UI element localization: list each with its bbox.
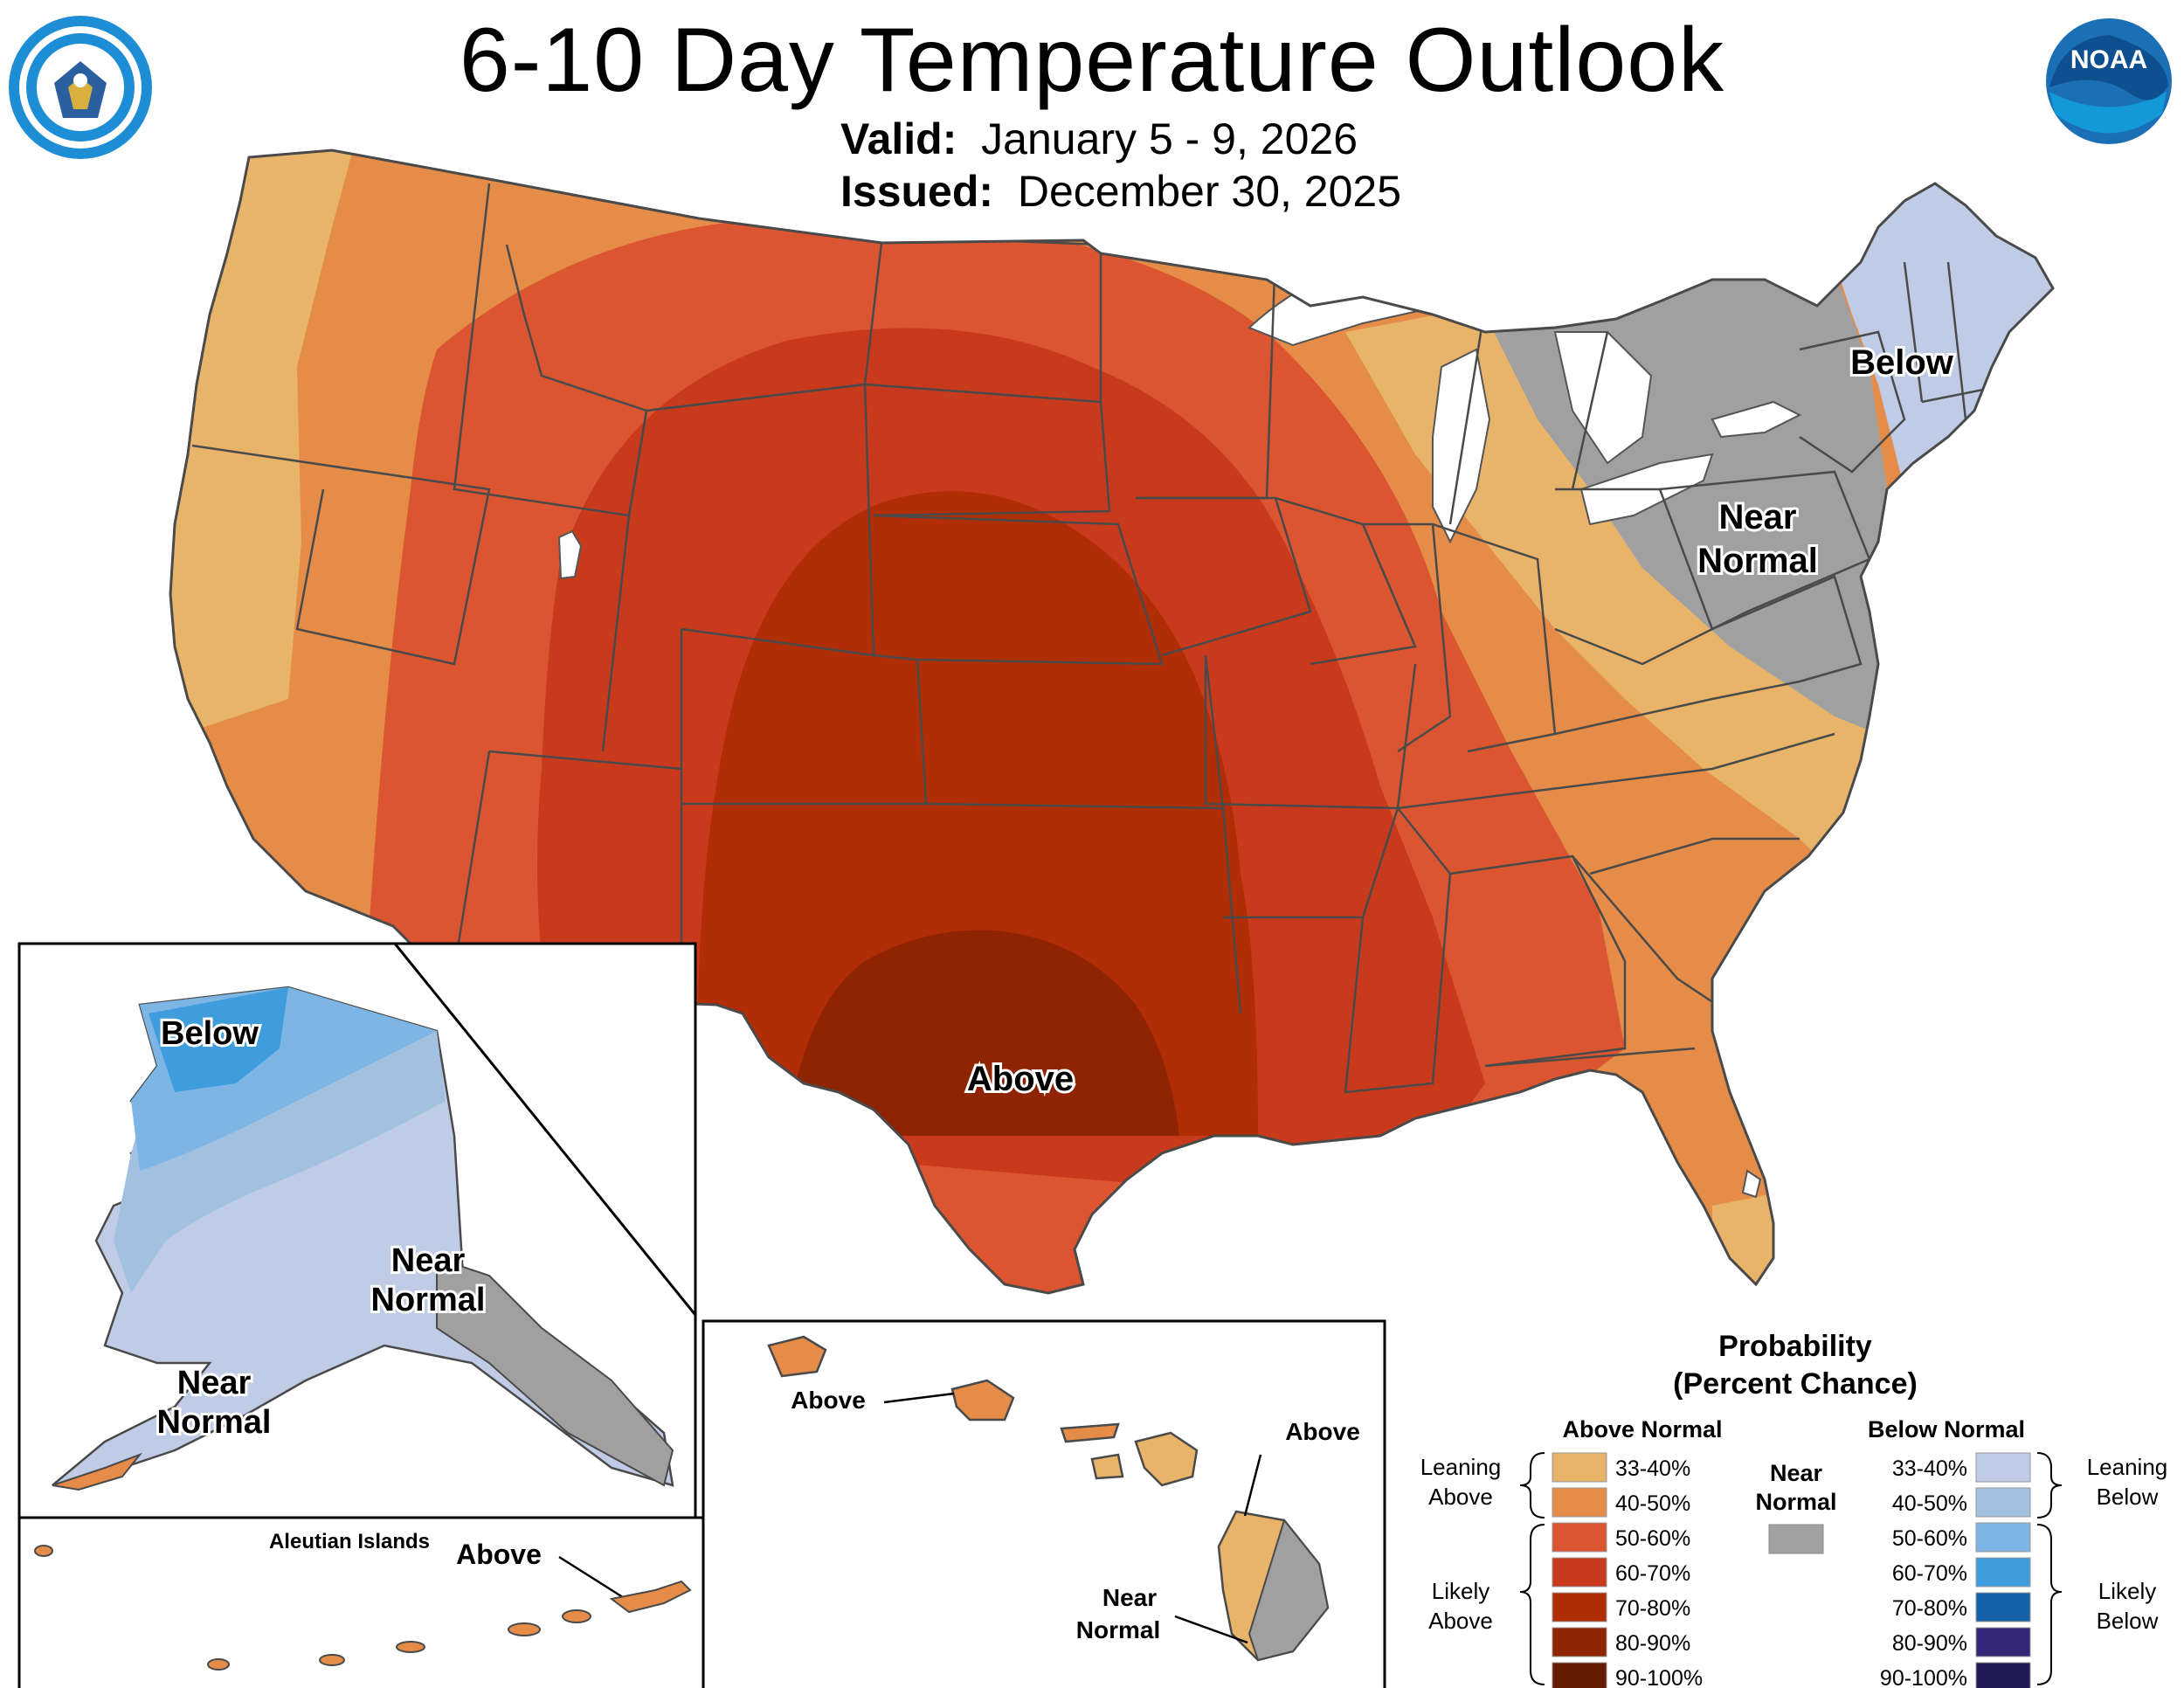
hawaii-above-west-leader (883, 1392, 955, 1404)
legend-above-swatch (1552, 1522, 1607, 1553)
legend-below-swatch-label: 70-80% (1892, 1596, 1967, 1621)
legend-below-swatch-label: 90-100% (1880, 1666, 1967, 1688)
great-salt-lake (557, 529, 583, 580)
legend-above-swatch (1552, 1662, 1607, 1688)
legend-below-swatch-label: 60-70% (1892, 1561, 1967, 1586)
issued-label: Issued: (840, 167, 994, 216)
legend-likely-above-2: Above (1428, 1608, 1493, 1634)
kauai-island (767, 1335, 827, 1378)
issued-value: December 30, 2025 (1017, 167, 1402, 216)
conus-below-label: Below (1850, 343, 1954, 382)
legend-leaning-below-1: Leaning (2087, 1454, 2168, 1480)
legend-likely-above-1: Likely (1432, 1578, 1489, 1604)
aleutian-inset: Aleutian Islands Above (17, 1516, 705, 1688)
valid-label: Valid: (840, 114, 957, 163)
legend-below-swatch-label: 40-50% (1892, 1491, 1967, 1516)
legend-below-swatches: 33-40% 40-50% 50-60% 60-70% 70-80% 80-90% 90-1… (1880, 1452, 2031, 1688)
state-boundaries (191, 182, 2010, 1094)
legend-above-swatch (1552, 1487, 1607, 1518)
valid-value: January 5 - 9, 2026 (981, 114, 1358, 163)
hawaii-above-east-label: Above (1285, 1418, 1360, 1445)
lake-michigan (1432, 348, 1491, 544)
aleutian-frame (17, 1516, 705, 1688)
hawaii-above-east-leader (1243, 1454, 1262, 1517)
alaska-below-label: Below (161, 1015, 259, 1052)
legend-above-swatch-label: 50-60% (1615, 1526, 1690, 1551)
legend-above-swatch-label: 33-40% (1615, 1456, 1690, 1481)
legend-below-swatch (1975, 1522, 2031, 1553)
legend-above-header: Above Normal (1562, 1416, 1722, 1442)
alaska-inset: Below Near Normal Near Normal (17, 942, 697, 1519)
legend-above-swatch (1552, 1452, 1607, 1483)
legend-below-swatch (1975, 1627, 2031, 1657)
legend-near-label-2: Normal (1755, 1489, 1836, 1515)
alaska-panhandle-near-normal-zone (436, 1256, 674, 1487)
legend-above-swatch-label: 90-100% (1615, 1666, 1703, 1688)
aleutian-above-label: Above (456, 1539, 542, 1570)
legend-leaning-below-2: Below (2097, 1484, 2159, 1510)
legend-above-swatch (1552, 1592, 1607, 1622)
conus-near-normal-label-2: Normal (1697, 542, 1818, 580)
above-70-80-zone (697, 491, 1258, 1136)
legend-above-swatch-label: 60-70% (1615, 1561, 1690, 1586)
hawaii-above-west-label: Above (791, 1387, 866, 1414)
legend-below-swatch (1975, 1557, 2031, 1588)
legend-above-swatch (1552, 1557, 1607, 1588)
hawaii-near-label-1: Near (1102, 1584, 1157, 1611)
aleutian-title: Aleutian Islands (269, 1530, 430, 1553)
maui-island (1134, 1431, 1199, 1487)
hawaii-near-leader (1174, 1615, 1248, 1644)
legend-title-1: Probability (1718, 1330, 1872, 1363)
commerce-seal-logo (9, 16, 152, 159)
legend-likely-below-1: Likely (2098, 1578, 2156, 1604)
aleutian-islands (34, 1545, 692, 1671)
legend-below-swatch (1975, 1487, 2031, 1518)
legend-near-swatch (1768, 1524, 1824, 1554)
noaa-text: NOAA (2070, 45, 2147, 74)
noaa-logo: NOAA (2046, 18, 2172, 144)
alaska-below-60-70-zone (149, 987, 288, 1092)
legend-below-swatch (1975, 1662, 2031, 1688)
hawaii-near-label-2: Normal (1076, 1616, 1160, 1643)
molokai-island (1060, 1422, 1120, 1443)
legend-leaning-above-1: Leaning (1420, 1454, 1502, 1480)
legend-below-swatch (1975, 1452, 2031, 1483)
legend-likely-below-2: Below (2097, 1608, 2159, 1634)
legend-near-label-1: Near (1770, 1460, 1823, 1486)
conus-above-label: Above (967, 1060, 1074, 1098)
lake-ontario (1711, 400, 1802, 439)
alaska-near-normal-b-label-2: Normal (157, 1404, 272, 1441)
legend-above-swatches: 33-40% 40-50% 50-60% 60-70% 70-80% 80-90% 90-1… (1552, 1452, 1703, 1688)
legend-leaning-above-2: Above (1428, 1484, 1493, 1510)
legend-below-swatch-label: 80-90% (1892, 1631, 1967, 1656)
legend-above-swatch-label: 40-50% (1615, 1491, 1690, 1516)
legend-title-2: (Percent Chance) (1673, 1367, 1918, 1401)
legend-below-header: Below Normal (1868, 1416, 2025, 1442)
alaska-near-normal-b-label-1: Near (177, 1365, 252, 1401)
legend-above-swatch-label: 70-80% (1615, 1596, 1690, 1621)
alaska-near-normal-a-label-2: Normal (371, 1282, 486, 1318)
legend-below-swatch-label: 33-40% (1892, 1456, 1967, 1481)
above-80-90-zone (786, 930, 1179, 1136)
oahu-island (950, 1379, 1015, 1422)
issued-line: Issued: December 30, 2025 (840, 166, 1401, 217)
legend-braces (1519, 1452, 2063, 1685)
conus-near-normal-label-1: Near (1719, 498, 1797, 536)
legend-below-swatch (1975, 1592, 2031, 1622)
valid-line: Valid: January 5 - 9, 2026 (840, 114, 1358, 164)
page-title: 6-10 Day Temperature Outlook (459, 10, 1725, 111)
alaska-near-normal-a-label-1: Near (391, 1242, 466, 1279)
lake-okeechobee (1741, 1169, 1762, 1199)
big-island-near-normal-zone (1248, 1518, 1330, 1662)
alaska-peninsula-above-zone (52, 1452, 143, 1491)
legend-below-swatch-label: 50-60% (1892, 1526, 1967, 1551)
aleutian-above-leader (558, 1555, 626, 1601)
legend-above-swatch-label: 80-90% (1615, 1631, 1690, 1656)
lanai-island (1090, 1453, 1124, 1480)
hawaii-inset: Above Above Near Normal (702, 1319, 1386, 1688)
legend-above-swatch (1552, 1627, 1607, 1657)
alaska-frame-diagonal (393, 943, 697, 1316)
legend: Probability (Percent Chance) Above Norma… (1420, 1330, 2168, 1688)
